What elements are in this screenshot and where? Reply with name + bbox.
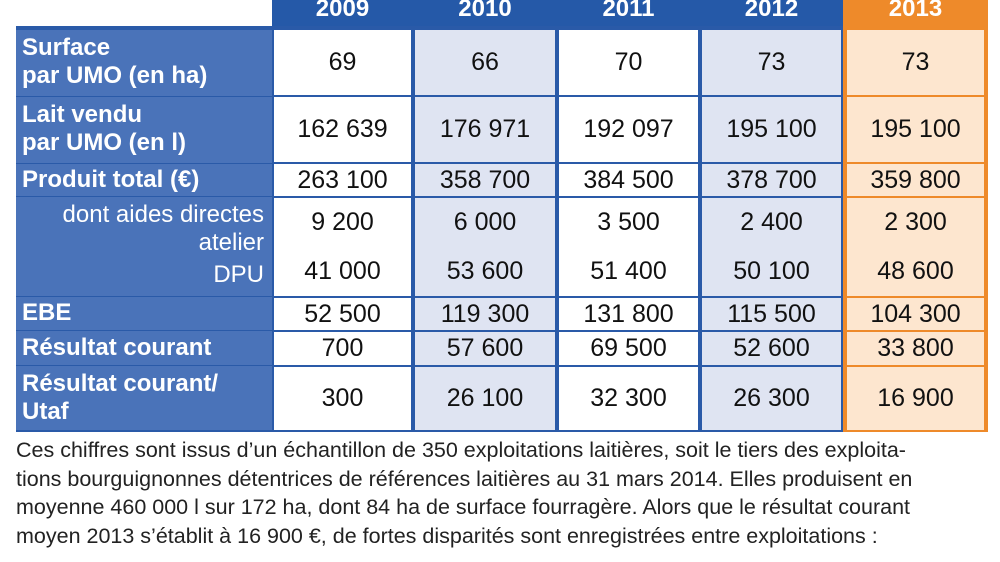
value-cell: 378 700 [700, 162, 843, 198]
value-cell-pair: 2 300 48 600 [845, 196, 986, 298]
caption-paragraph: Ces chiffres sont issus d’un échantillon… [16, 436, 986, 550]
value-cell-pair: 2 400 50 100 [700, 196, 843, 298]
year-header-2011: 2011 [557, 0, 700, 26]
caption-line: moyenne 460 000 l sur 172 ha, dont 84 ha… [16, 495, 911, 519]
caption-line: tions bourguignonnes détentrices de réfé… [16, 466, 913, 491]
value-cell: 26 300 [700, 365, 843, 432]
dpu-value: 41 000 [304, 257, 381, 285]
value-cell: 119 300 [413, 296, 557, 332]
value-cell: 104 300 [845, 296, 986, 332]
aides-value: 9 200 [311, 208, 374, 236]
aides-value: 6 000 [453, 208, 517, 236]
caption-line: Ces chiffres sont issus d’un échantillon… [16, 438, 906, 462]
year-header-2009: 2009 [272, 0, 413, 26]
row-label-resultat-utaf: Résultat courant/Utaf [16, 366, 272, 430]
value-cell: 300 [272, 365, 413, 432]
year-header-2013: 2013 [843, 0, 988, 26]
value-cell: 33 800 [845, 330, 986, 367]
value-cell: 162 639 [272, 95, 413, 164]
value-cell: 358 700 [413, 162, 557, 198]
row-label-aides-dpu: dont aides directes atelier DPU [16, 197, 272, 296]
value-cell: 195 100 [700, 95, 843, 164]
year-header-2010: 2010 [413, 0, 557, 26]
value-cell: 263 100 [272, 162, 413, 198]
value-cell: 70 [557, 28, 700, 97]
value-cell: 73 [700, 28, 843, 97]
dpu-value: 53 600 [446, 257, 524, 285]
value-cell-pair: 9 200 41 000 [272, 196, 413, 298]
value-cell: 32 300 [557, 365, 700, 432]
value-cell: 57 600 [413, 330, 557, 367]
value-cell: 26 100 [413, 365, 557, 432]
dpu-value: 51 400 [590, 257, 667, 285]
value-cell: 52 500 [272, 296, 413, 332]
value-cell: 52 600 [700, 330, 843, 367]
value-cell: 192 097 [557, 95, 700, 164]
dpu-value: 50 100 [733, 257, 810, 285]
value-cell-pair: 3 500 51 400 [557, 196, 700, 298]
row-label-resultat-courant: Résultat courant [16, 331, 272, 365]
value-cell: 16 900 [845, 365, 986, 432]
value-cell: 115 500 [700, 296, 843, 332]
value-cell: 384 500 [557, 162, 700, 198]
value-cell: 359 800 [845, 162, 986, 198]
row-label-produit-total: Produit total (€) [16, 164, 272, 196]
year-header-2012: 2012 [700, 0, 843, 26]
aides-value: 2 300 [884, 208, 947, 236]
aides-value: 2 400 [740, 208, 803, 236]
row-label-ebe: EBE [16, 297, 272, 330]
value-cell: 73 [845, 28, 986, 97]
value-cell: 69 [272, 28, 413, 97]
dpu-value: 48 600 [877, 257, 954, 285]
row-label-surface: Surface par UMO (en ha) [16, 30, 272, 96]
aides-value: 3 500 [597, 208, 660, 236]
caption-line: moyen 2013 s’établit à 16 900 €, de fort… [16, 523, 878, 548]
value-cell: 66 [413, 28, 557, 97]
value-cell: 131 800 [557, 296, 700, 332]
value-cell-pair: 6 000 53 600 [413, 196, 557, 298]
value-cell: 195 100 [845, 95, 986, 164]
value-cell: 69 500 [557, 330, 700, 367]
value-cell: 700 [272, 330, 413, 367]
header-blank-corner [0, 0, 272, 26]
row-label-lait-vendu: Lait vendu par UMO (en l) [16, 97, 272, 163]
value-cell: 176 971 [413, 95, 557, 164]
